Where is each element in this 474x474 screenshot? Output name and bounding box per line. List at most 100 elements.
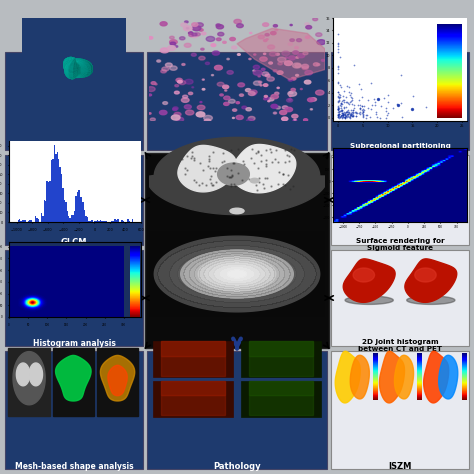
Circle shape <box>168 46 175 50</box>
Point <box>224 172 231 180</box>
Point <box>341 111 349 119</box>
Circle shape <box>304 80 311 84</box>
Point <box>205 155 213 163</box>
Bar <box>94 221 95 222</box>
Point <box>340 108 348 116</box>
Point <box>340 87 347 95</box>
Point <box>337 100 345 108</box>
Bar <box>5 250 143 346</box>
Point <box>335 95 343 102</box>
Point <box>389 104 396 112</box>
Circle shape <box>232 46 237 49</box>
Point <box>345 113 352 121</box>
Point <box>356 97 363 104</box>
Circle shape <box>192 33 197 36</box>
Circle shape <box>174 112 181 117</box>
Point <box>335 104 343 112</box>
Point <box>345 88 353 96</box>
Point <box>337 108 345 115</box>
Point <box>266 145 274 153</box>
Circle shape <box>215 65 222 70</box>
Point <box>334 105 342 113</box>
Circle shape <box>173 108 177 110</box>
Bar <box>77 192 78 222</box>
Point <box>347 111 355 119</box>
Circle shape <box>239 94 244 96</box>
Circle shape <box>185 110 194 115</box>
Point <box>341 103 348 111</box>
Circle shape <box>242 106 246 109</box>
Point <box>182 170 189 178</box>
Point <box>347 109 355 117</box>
Point <box>337 113 344 120</box>
Point <box>344 110 352 118</box>
Circle shape <box>191 23 198 27</box>
Point <box>228 182 235 190</box>
Point <box>282 181 289 189</box>
Circle shape <box>178 80 182 83</box>
Polygon shape <box>146 137 328 215</box>
Circle shape <box>189 32 193 34</box>
Circle shape <box>184 43 191 47</box>
Bar <box>58 159 59 222</box>
Bar <box>98 221 100 222</box>
Point <box>337 93 344 101</box>
Point <box>337 112 345 120</box>
Circle shape <box>181 23 187 27</box>
Point <box>220 157 228 165</box>
Circle shape <box>289 91 293 94</box>
Circle shape <box>170 66 177 70</box>
Point <box>356 110 364 118</box>
Point <box>352 112 360 119</box>
Point <box>345 100 353 108</box>
Polygon shape <box>181 250 293 298</box>
Point <box>230 159 237 166</box>
Point <box>195 181 203 189</box>
Point <box>250 160 258 167</box>
Circle shape <box>260 85 262 86</box>
Circle shape <box>175 84 179 87</box>
Circle shape <box>151 82 156 84</box>
Point <box>225 173 233 181</box>
Point <box>339 112 346 119</box>
Circle shape <box>301 64 309 68</box>
Point <box>342 104 350 111</box>
Point <box>341 113 349 121</box>
Point <box>341 111 348 118</box>
Point <box>346 91 354 99</box>
Polygon shape <box>100 356 135 401</box>
Polygon shape <box>161 381 225 395</box>
Point <box>339 110 346 118</box>
Point <box>219 149 227 156</box>
Point <box>409 92 417 100</box>
Point <box>334 93 342 100</box>
Circle shape <box>301 89 302 90</box>
Circle shape <box>225 90 227 91</box>
Circle shape <box>264 84 268 86</box>
Point <box>223 164 230 172</box>
Bar <box>85 216 87 222</box>
Bar <box>27 221 29 222</box>
Point <box>358 102 366 110</box>
Circle shape <box>218 32 224 36</box>
Point <box>349 106 356 113</box>
Circle shape <box>265 34 269 36</box>
Polygon shape <box>198 257 276 291</box>
Point <box>366 113 374 121</box>
Point <box>338 111 346 118</box>
Circle shape <box>233 109 237 111</box>
Circle shape <box>285 57 287 58</box>
Circle shape <box>269 52 276 56</box>
Circle shape <box>216 24 220 27</box>
Point <box>334 80 342 87</box>
Circle shape <box>264 97 269 100</box>
Bar <box>80 197 81 222</box>
Point <box>348 112 356 119</box>
Point <box>334 105 342 112</box>
Point <box>210 181 217 188</box>
Circle shape <box>248 117 255 120</box>
Circle shape <box>204 115 212 120</box>
Bar <box>240 341 321 377</box>
Bar <box>42 216 44 222</box>
Point <box>368 101 376 109</box>
